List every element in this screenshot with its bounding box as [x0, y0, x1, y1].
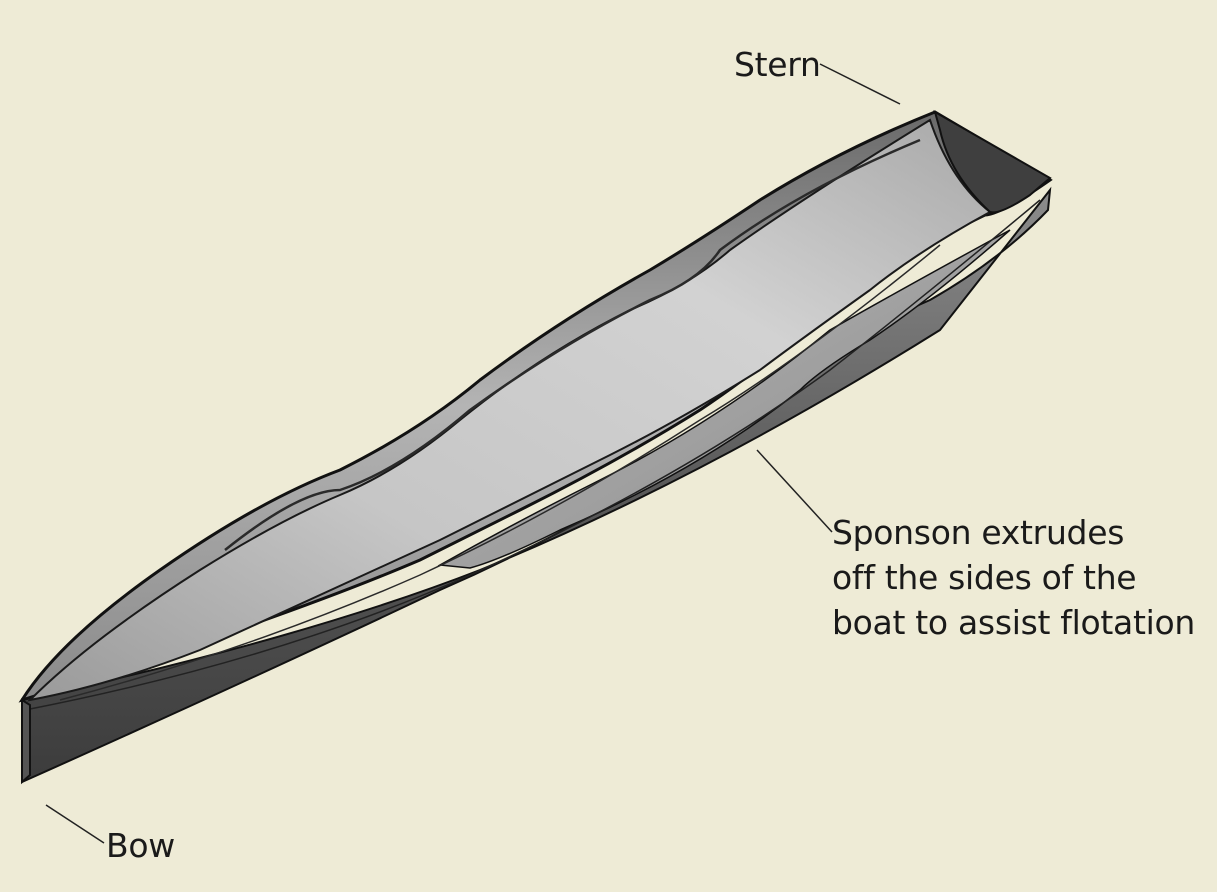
bow-face — [21, 698, 31, 785]
stern-label: Stern — [734, 45, 821, 84]
chine-line-upper — [224, 138, 921, 551]
bow-leader-line — [45, 804, 105, 844]
hull-side — [21, 186, 1052, 784]
sponson-leader-line — [756, 449, 833, 533]
stern-leader-line — [819, 63, 901, 105]
sponson-label-line-1: Sponson extrudes — [832, 513, 1125, 552]
hull-deck — [27, 118, 992, 702]
sponson-label-line-3: boat to assist flotation — [832, 603, 1195, 642]
chine-line-side — [24, 199, 1041, 711]
bow-label: Bow — [106, 826, 175, 865]
stern-transom — [933, 109, 1052, 214]
chine-line-lower — [59, 244, 941, 701]
sponson-label: Sponson extrudes off the sides of the bo… — [832, 510, 1195, 645]
sponson-label-line-2: off the sides of the — [832, 558, 1137, 597]
